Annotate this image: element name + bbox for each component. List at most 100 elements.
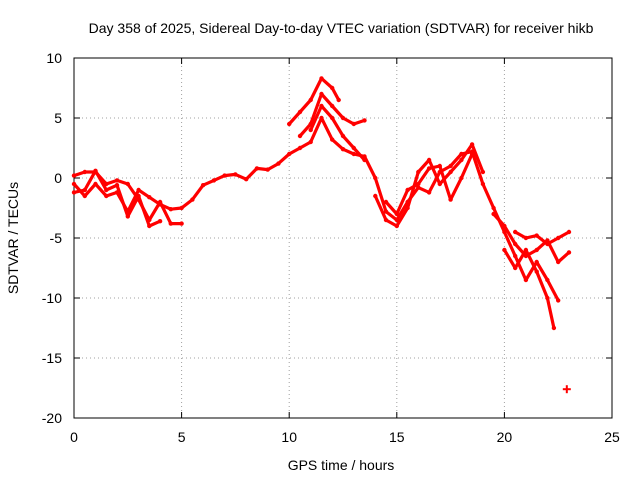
data-point: [319, 103, 324, 109]
data-point: [114, 183, 120, 188]
data-point: [513, 241, 518, 247]
x-tick-label: 15: [389, 429, 405, 445]
data-point: [211, 178, 217, 183]
data-point: [265, 167, 270, 172]
data-point: [426, 157, 432, 163]
data-point: [469, 142, 475, 147]
data-point: [71, 181, 77, 187]
data-point: [340, 115, 346, 121]
data-point: [179, 205, 184, 211]
data-point: [297, 145, 303, 151]
chart-title: Day 358 of 2025, Sidereal Day-to-day VTE…: [89, 20, 594, 36]
data-point: [556, 259, 561, 265]
data-point: [308, 139, 313, 145]
y-tick-label: -20: [42, 410, 62, 426]
data-point: [319, 115, 324, 121]
data-point: [523, 247, 529, 253]
data-point: [330, 115, 335, 121]
data-point: [459, 157, 464, 163]
data-point: [287, 151, 292, 157]
data-point: [437, 181, 442, 187]
data-point: [319, 91, 324, 97]
data-point: [104, 187, 109, 193]
data-point: [416, 185, 421, 190]
x-tick-label: 10: [281, 429, 297, 445]
y-tick-label: -10: [42, 290, 62, 306]
data-point: [157, 199, 163, 205]
data-point: [416, 169, 421, 175]
data-point: [545, 241, 550, 247]
data-point: [513, 229, 518, 235]
data-point: [437, 163, 442, 169]
data-point: [125, 214, 130, 219]
data-point: [330, 103, 335, 109]
data-point: [157, 219, 163, 224]
x-tick-label: 0: [70, 429, 78, 445]
data-point: [82, 193, 88, 199]
outlier-point: [562, 385, 571, 394]
data-point: [383, 217, 389, 223]
data-point: [340, 147, 346, 152]
data-point: [93, 168, 98, 173]
data-point: [362, 157, 367, 163]
data-point: [136, 193, 141, 199]
data-point: [362, 118, 367, 123]
y-tick-label: -5: [50, 230, 63, 246]
data-point: [351, 151, 356, 157]
data-point: [104, 193, 109, 199]
data-point: [448, 197, 453, 202]
data-point: [179, 221, 184, 226]
data-point: [82, 169, 88, 175]
y-tick-label: 0: [54, 170, 62, 186]
data-point: [534, 259, 539, 265]
data-point: [566, 250, 572, 255]
data-point: [459, 175, 464, 181]
data-point: [513, 265, 518, 271]
data-series: [71, 76, 572, 394]
data-point: [330, 137, 335, 142]
y-tick-label: -15: [42, 350, 62, 366]
data-point: [254, 166, 260, 171]
data-point: [168, 221, 173, 226]
data-point: [556, 235, 561, 241]
data-point: [336, 97, 341, 103]
data-point: [308, 97, 313, 103]
data-point: [394, 211, 399, 217]
series-track-d: [287, 76, 341, 126]
data-point: [147, 223, 152, 229]
data-point: [448, 169, 453, 175]
data-point: [93, 181, 98, 187]
series-track-g: [373, 142, 485, 228]
data-point: [405, 205, 410, 211]
data-point: [523, 253, 529, 259]
data-point: [502, 223, 507, 229]
data-point: [233, 172, 238, 177]
data-point: [82, 187, 88, 193]
data-point: [383, 209, 389, 214]
grid: [74, 58, 612, 418]
data-point: [71, 190, 77, 195]
data-point: [534, 269, 539, 274]
data-point: [491, 211, 496, 217]
data-point: [545, 295, 550, 301]
data-point: [426, 166, 432, 171]
x-tick-label: 20: [497, 429, 513, 445]
data-point: [114, 178, 120, 183]
data-point: [534, 233, 539, 238]
data-point: [426, 190, 432, 195]
series-track-j: [492, 212, 571, 264]
data-point: [330, 85, 335, 91]
data-point: [340, 133, 346, 139]
data-point: [136, 187, 141, 193]
data-point: [168, 207, 173, 212]
data-point: [480, 169, 486, 175]
series-track-k: [513, 230, 571, 246]
data-point: [556, 298, 561, 303]
data-point: [491, 205, 496, 211]
data-point: [125, 181, 130, 187]
data-point: [448, 163, 453, 169]
data-point: [480, 181, 486, 187]
series-track-i: [502, 248, 556, 330]
data-point: [190, 197, 195, 202]
